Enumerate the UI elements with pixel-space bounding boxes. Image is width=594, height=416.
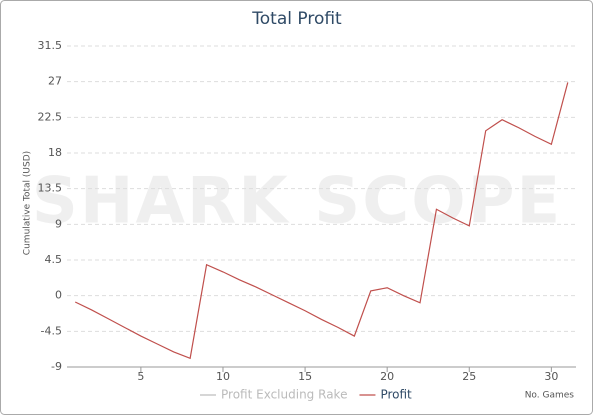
x-axis-label: No. Games [525,391,575,401]
x-tick-label: 15 [298,370,312,383]
x-tick-label: 30 [544,370,558,383]
x-tick-label: 25 [462,370,476,383]
y-tick-label: 9 [55,217,62,230]
x-tick-label: 10 [216,370,230,383]
y-tick-label: 22.5 [38,110,63,123]
series-line [74,82,569,360]
x-tick-label: 5 [137,370,144,383]
x-tick-label: 20 [380,370,394,383]
legend-label[interactable]: Profit Excluding Rake [221,388,347,402]
chart-title: Total Profit [251,9,342,29]
legend-label[interactable]: Profit [380,388,412,402]
y-tick-label: 13.5 [38,182,63,195]
y-tick-label: -4.5 [41,324,62,337]
y-tick-label: 18 [48,146,62,159]
y-tick-label: 31.5 [38,39,63,52]
y-axis-label: Cumulative Total (USD) [23,151,33,255]
watermark: SHARK SCOPE [32,165,562,239]
y-tick-label: 27 [48,75,62,88]
y-tick-label: -9 [51,360,62,373]
y-tick-label: 0 [55,289,62,302]
y-tick-label: 4.5 [45,253,63,266]
